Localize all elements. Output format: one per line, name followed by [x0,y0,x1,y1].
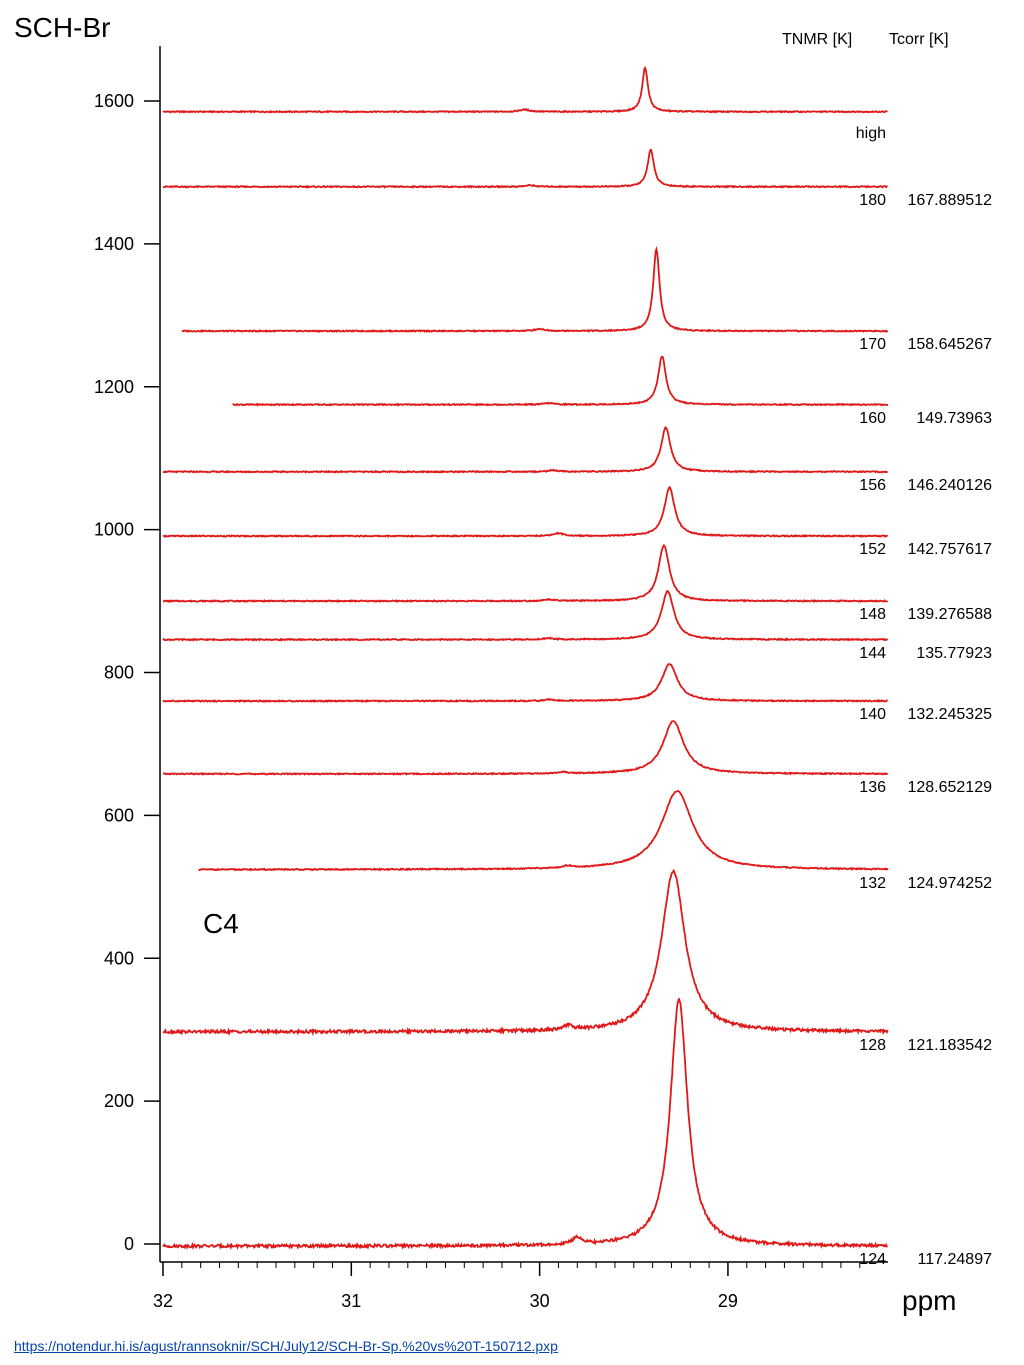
tcorr-value-label: 146.240126 [907,476,992,494]
spectrum-trace [162,589,889,642]
tcorr-value-label: 135.77923 [916,644,992,662]
spectrum-trace [162,486,889,539]
tcorr-value-label: 132.245325 [907,706,992,724]
y-tick-label: 800 [104,663,134,683]
tnmr-value-label: 170 [859,336,886,354]
tnmr-value-label: 128 [859,1036,886,1054]
spectrum-trace [162,662,888,704]
tnmr-value-label: 136 [859,778,886,796]
source-url-link[interactable]: https://notendur.hi.is/agust/rannsoknir/… [14,1338,558,1354]
tcorr-value-label: 117.24897 [917,1251,992,1269]
spectrum-trace [198,789,889,872]
tcorr-value-label: 142.757617 [907,541,992,559]
spectrum-trace [162,426,888,474]
y-tick-label: 1200 [94,377,134,397]
tnmr-value-label: 180 [859,191,886,209]
tcorr-value-label: 121.183542 [907,1036,992,1054]
y-tick-label: 0 [124,1234,134,1254]
tcorr-value-label: high [855,124,886,142]
x-tick-label: 31 [341,1291,361,1311]
tnmr-value-label: 148 [859,606,886,624]
tcorr-value-label: 124.974252 [907,874,992,892]
y-tick-label: 600 [104,805,134,825]
tnmr-value-label: 156 [859,476,886,494]
chart-title: SCH-Br [14,12,111,43]
spectrum-trace [181,245,889,334]
x-tick-label: 29 [718,1291,738,1311]
spectrum-trace [162,65,888,114]
spectrum-trace [232,355,889,407]
spectrum-trace [163,543,889,604]
tnmr-value-label: 140 [859,706,886,724]
spectrum-trace [162,148,888,189]
tnmr-value-label: 144 [859,644,886,662]
x-tick-label: 32 [153,1291,173,1311]
y-tick-label: 1600 [94,91,134,111]
spectrum-traces [162,65,889,1251]
tnmr-value-label: 124 [859,1251,886,1269]
y-tick-label: 1400 [94,234,134,254]
tcorr-value-label: 158.645267 [907,336,992,354]
tcorr-value-label: 128.652129 [907,778,992,796]
y-tick-label: 200 [104,1091,134,1111]
tcorr-value-label: 167.889512 [907,191,992,209]
y-tick-label: 400 [104,948,134,968]
x-axis-label: ppm [902,1285,957,1316]
tnmr-value-label: 132 [859,874,886,892]
peak-label-c4: C4 [203,908,239,939]
tcorr-value-label: 139.276588 [907,606,992,624]
chart-axes: 0 200 400 600 800 1000 1200 1400 1600 32 31 30 29 [94,46,888,1311]
spectrum-trace [162,868,889,1037]
x-tick-label: 30 [530,1291,550,1311]
spectrum-trace [162,998,888,1251]
y-tick-label: 1000 [94,520,134,540]
tnmr-column-header: TNMR [K] [782,31,853,48]
tcorr-column-header: Tcorr [K] [889,31,949,48]
tnmr-value-label: 160 [859,409,886,427]
spectrum-trace [163,720,889,776]
tcorr-value-label: 149.73963 [916,409,992,427]
tnmr-value-label: 152 [859,541,886,559]
